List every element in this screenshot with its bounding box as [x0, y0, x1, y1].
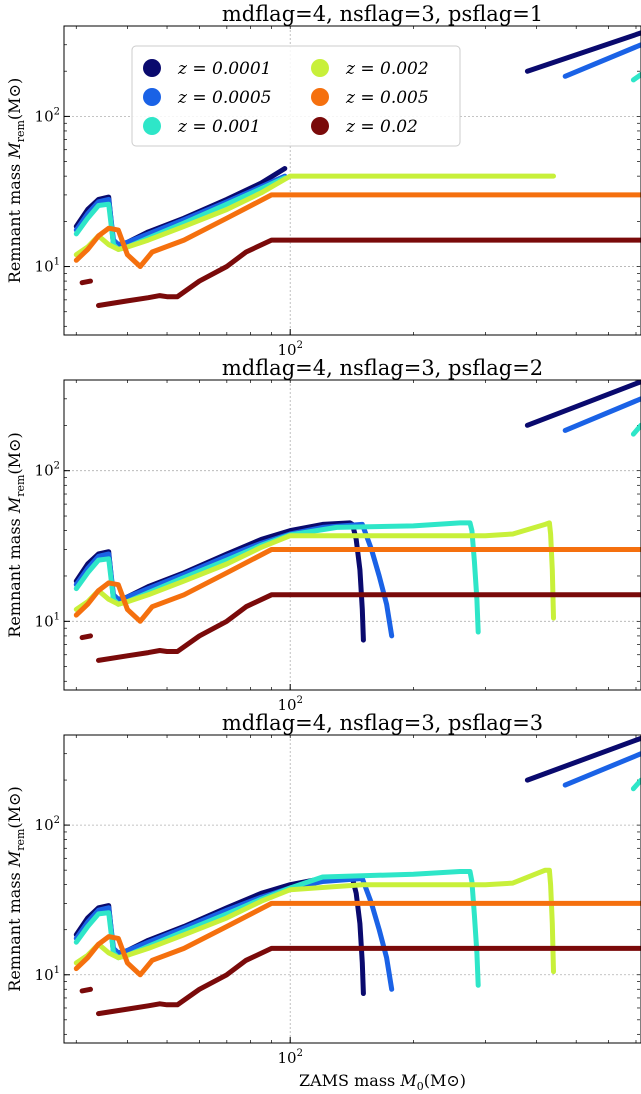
- y-tick-label: 101: [35, 611, 60, 630]
- series-line-2-seg-2: [565, 754, 641, 785]
- legend-marker-3: [143, 117, 161, 135]
- legend-label-1: z = 0.0001: [177, 59, 272, 79]
- series-line-2-seg-1: [76, 524, 391, 636]
- y-tick-label: 102: [35, 106, 60, 125]
- y-tick-label: 102: [35, 815, 60, 834]
- series-line-2-seg-2: [565, 45, 641, 77]
- series-line-3-seg-2: [633, 425, 641, 434]
- y-tick-label: 101: [35, 965, 60, 984]
- panel-3: mdflag=4, nsflag=3, psflag=3 101 102 102 Rem…: [5, 711, 641, 1093]
- legend-marker-2: [143, 88, 161, 106]
- legend-marker-6: [311, 117, 329, 135]
- series-line-4-seg-1: [76, 523, 553, 618]
- legend-label-6: z = 0.02: [345, 117, 418, 137]
- legend-label-4: z = 0.002: [345, 59, 429, 79]
- axes-frame: [64, 735, 641, 1043]
- legend-marker-5: [311, 88, 329, 106]
- series-line-4-seg-1: [76, 176, 553, 255]
- series-line-6-seg-2: [99, 595, 641, 661]
- chart-title: mdflag=4, nsflag=3, psflag=1: [222, 2, 543, 26]
- series-line-6-seg-2: [99, 948, 641, 1013]
- series-line-6-seg-2: [99, 240, 641, 305]
- y-axis-label: Remnant mass Mrem(M⊙): [5, 78, 27, 283]
- legend-label-3: z = 0.001: [177, 117, 261, 137]
- x-axis-label: ZAMS mass M0(M⊙): [299, 1071, 466, 1093]
- y-axis-label: Remnant mass Mrem(M⊙): [5, 432, 27, 637]
- series-line-6-seg-1: [82, 636, 90, 638]
- legend-label-5: z = 0.005: [345, 88, 429, 108]
- series-line-2-seg-2: [565, 399, 641, 431]
- legend-marker-1: [143, 59, 161, 77]
- legend-label-2: z = 0.0005: [177, 88, 272, 108]
- y-tick-label: 102: [35, 461, 60, 480]
- series-line-3-seg-2: [633, 780, 641, 789]
- chart-title: mdflag=4, nsflag=3, psflag=2: [222, 356, 543, 380]
- series-line-3-seg-2: [633, 75, 641, 80]
- series-group: [76, 738, 641, 1013]
- series-line-6-seg-1: [82, 989, 90, 991]
- series-line-6-seg-1: [82, 281, 90, 283]
- y-tick-label: 101: [35, 257, 60, 276]
- panel-1: mdflag=4, nsflag=3, psflag=1101102102Rem…: [5, 2, 641, 359]
- legend: z = 0.0001 z = 0.0005 z = 0.001 z = 0.002 z …: [132, 46, 460, 146]
- legend-marker-4: [311, 59, 329, 77]
- panel-2: mdflag=4, nsflag=3, psflag=2101102102Rem…: [5, 356, 641, 714]
- x-tick-label: 102: [277, 1048, 302, 1067]
- chart-title: mdflag=4, nsflag=3, psflag=3: [222, 711, 543, 735]
- y-axis-label: Remnant mass Mrem(M⊙): [5, 786, 27, 991]
- series-group: [76, 382, 641, 661]
- series-line-2-seg-1: [76, 879, 391, 990]
